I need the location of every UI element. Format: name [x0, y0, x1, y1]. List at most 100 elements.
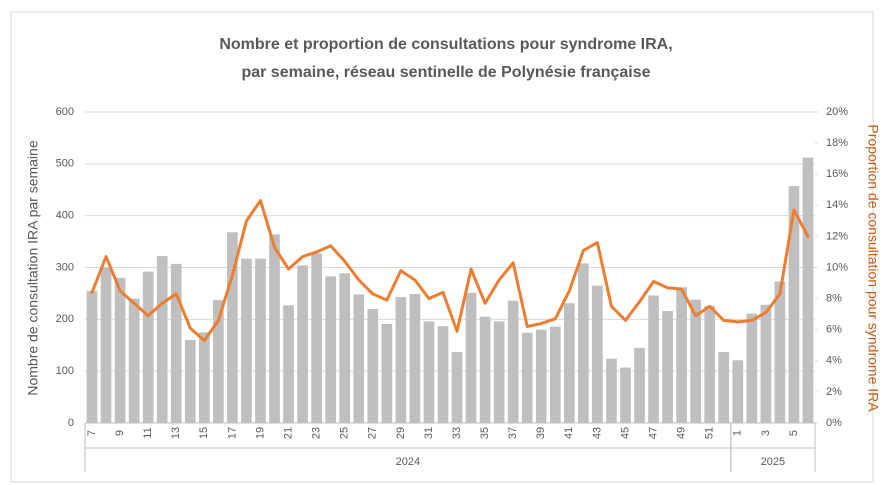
x-tick-label: 45 [619, 427, 631, 439]
y2-tick-label: 4% [826, 355, 842, 367]
bar [142, 271, 154, 423]
x-tick-label: 47 [647, 427, 659, 439]
chart-subtitle: par semaine, réseau sentinelle de Polyné… [241, 64, 650, 81]
bar [255, 258, 266, 423]
bar [493, 321, 505, 423]
bar [156, 256, 168, 423]
line [90, 199, 810, 343]
bar [311, 253, 322, 423]
bar [114, 277, 126, 423]
y2-tick-label: 8% [826, 293, 842, 305]
bar [451, 351, 463, 423]
bar [563, 303, 575, 423]
group-label: 2025 [761, 456, 785, 468]
bar [634, 347, 645, 423]
x-tick-label: 29 [395, 427, 407, 439]
bar [606, 358, 617, 423]
bar [760, 304, 772, 423]
x-tick-label: 33 [451, 427, 463, 439]
y-axis-title: Nombre de consultation IRA par semaine [25, 140, 41, 395]
x-tick-label: 37 [507, 427, 519, 439]
y-tick-label: 100 [56, 365, 74, 377]
bar [662, 311, 673, 423]
bar [100, 267, 112, 423]
bar [788, 186, 800, 423]
x-tick-label: 19 [254, 427, 266, 439]
bar [549, 326, 561, 423]
bar [437, 326, 449, 423]
y-tick-label: 200 [56, 313, 74, 325]
bar [718, 351, 730, 423]
bar [325, 276, 337, 423]
x-tick-label: 39 [535, 427, 547, 439]
x-tick-label: 9 [114, 430, 126, 436]
y2-tick-label: 16% [826, 168, 848, 180]
bar [339, 273, 351, 423]
bar [802, 157, 814, 423]
bar [198, 332, 210, 423]
y2-tick-label: 14% [826, 199, 848, 211]
x-tick-label: 21 [282, 427, 294, 439]
x-tick-label: 25 [339, 427, 351, 439]
bar [367, 308, 379, 423]
bar [184, 340, 196, 423]
bar [213, 300, 224, 423]
bar [592, 285, 603, 423]
y2-tick-label: 12% [826, 230, 848, 242]
bar [423, 321, 435, 423]
x-tick-label: 23 [311, 427, 323, 439]
bar [535, 329, 547, 423]
bar [86, 290, 98, 423]
x-tick-label: 43 [591, 427, 603, 439]
y-tick-label: 600 [56, 106, 74, 118]
y-tick-label: 500 [56, 158, 74, 170]
bar [704, 305, 716, 423]
x-tick-label: 5 [788, 430, 800, 436]
bar [297, 265, 308, 423]
x-tick-label: 13 [170, 427, 182, 439]
x-tick-label: 3 [760, 430, 772, 436]
x-tick-label: 7 [86, 430, 98, 436]
y2-tick-label: 18% [826, 137, 848, 149]
x-tick-label: 31 [423, 427, 435, 439]
bar [395, 297, 407, 423]
x-tick-label: 35 [479, 427, 491, 439]
bar [269, 234, 280, 423]
bar [774, 281, 786, 423]
bar [227, 232, 238, 423]
y2-tick-label: 6% [826, 324, 842, 336]
bar [746, 313, 758, 423]
bar [521, 332, 533, 423]
x-tick-label: 51 [704, 427, 716, 439]
x-tick-label: 17 [226, 427, 238, 439]
bar [409, 293, 421, 423]
bar [676, 287, 687, 423]
bar [465, 292, 477, 423]
y-tick-label: 400 [56, 210, 74, 222]
bar [170, 263, 182, 423]
bar [732, 360, 744, 423]
x-tick-label: 27 [367, 427, 379, 439]
y2-tick-label: 10% [826, 261, 848, 273]
x-tick-label: 1 [732, 430, 744, 436]
y-tick-label: 300 [56, 261, 74, 273]
bar [507, 300, 519, 423]
y2-tick-label: 2% [826, 386, 842, 398]
group-label: 2024 [396, 456, 420, 468]
bar [578, 263, 589, 423]
bar [381, 323, 393, 423]
x-tick-label: 11 [142, 427, 154, 438]
bar [128, 298, 140, 423]
chart-title: Nombre et proportion de consultations po… [219, 36, 672, 53]
y-tick-label: 0 [68, 417, 74, 429]
bar [283, 305, 294, 423]
x-tick-label: 49 [676, 427, 688, 439]
x-tick-label: 41 [563, 427, 575, 439]
bar [241, 258, 252, 423]
y2-axis-title: Proportion de consultation pour syndrome… [865, 124, 881, 412]
bar [648, 295, 659, 423]
x-tick-label: 15 [198, 427, 210, 439]
bar [620, 367, 631, 423]
y2-tick-label: 20% [826, 106, 848, 118]
